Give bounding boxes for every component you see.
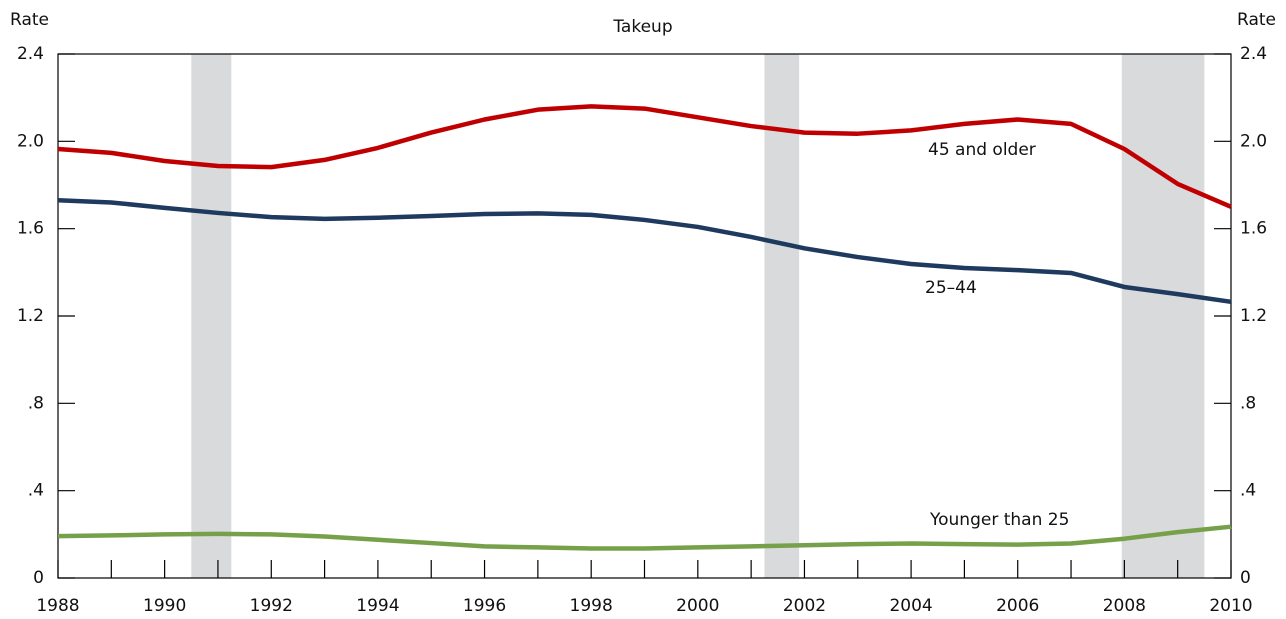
y2-tick-label: 0 bbox=[1240, 568, 1251, 588]
y2-axis-label: Rate bbox=[1237, 10, 1276, 30]
x-tick-label: 2010 bbox=[1209, 596, 1252, 616]
x-tick-label: 1994 bbox=[356, 596, 399, 616]
y2-tick-label: .4 bbox=[1240, 481, 1256, 501]
y2-tick-label: .8 bbox=[1240, 393, 1256, 413]
recession-shade bbox=[764, 54, 800, 578]
series-label: Younger than 25 bbox=[929, 510, 1069, 530]
y-tick-label: 1.6 bbox=[17, 219, 44, 239]
y2-tick-label: 2.4 bbox=[1240, 44, 1267, 64]
y2-tick-label: 1.6 bbox=[1240, 219, 1267, 239]
series-line bbox=[57, 198, 1232, 305]
recession-shade bbox=[191, 54, 232, 578]
x-tick-label: 2006 bbox=[996, 596, 1039, 616]
x-tick-label: 2008 bbox=[1103, 596, 1146, 616]
y-tick-label: 2.0 bbox=[17, 131, 44, 151]
series-label: 45 and older bbox=[928, 140, 1036, 160]
x-tick-label: 2002 bbox=[783, 596, 826, 616]
x-tick-label: 1988 bbox=[36, 596, 79, 616]
y2-tick-label: 1.2 bbox=[1240, 306, 1267, 326]
y-tick-label: 0 bbox=[33, 568, 44, 588]
series-line bbox=[57, 104, 1232, 209]
plot-frame bbox=[57, 53, 1232, 579]
chart-title: Takeup bbox=[612, 17, 672, 37]
x-tick-label: 2000 bbox=[676, 596, 719, 616]
recession-shade bbox=[1121, 54, 1205, 578]
x-tick-label: 1990 bbox=[143, 596, 186, 616]
y-tick-label: .4 bbox=[28, 481, 44, 501]
x-tick-label: 2004 bbox=[889, 596, 932, 616]
y-tick-label: 1.2 bbox=[17, 306, 44, 326]
x-tick-label: 1996 bbox=[463, 596, 506, 616]
y2-tick-label: 2.0 bbox=[1240, 131, 1267, 151]
series-line bbox=[57, 524, 1232, 551]
x-tick-label: 1998 bbox=[570, 596, 613, 616]
y-tick-label: .8 bbox=[28, 393, 44, 413]
series-label: 25–44 bbox=[925, 278, 977, 298]
y-axis-label: Rate bbox=[10, 10, 49, 30]
y-tick-label: 2.4 bbox=[17, 44, 44, 64]
x-tick-label: 1992 bbox=[250, 596, 293, 616]
